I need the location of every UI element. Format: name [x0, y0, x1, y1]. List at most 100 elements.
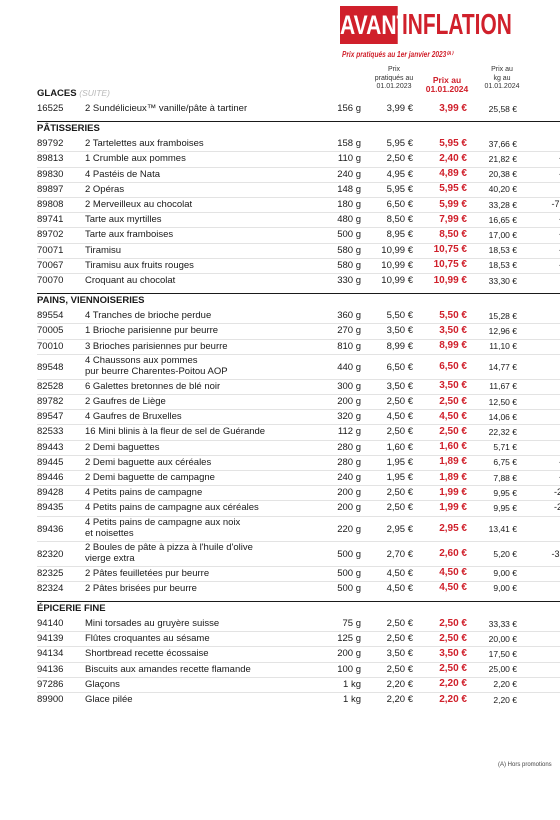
price-variation: 0 [537, 694, 560, 704]
price-2023: 2,50 € [386, 153, 413, 165]
price-per-kg: 33,28 € [488, 199, 517, 210]
table-row: 89792 2 Tartelettes aux framboises 158 g 5,… [37, 137, 560, 152]
product-code: 89554 [37, 310, 64, 322]
product-code: 70070 [37, 275, 64, 286]
price-2024: 10,75 € [433, 259, 467, 271]
price-variation: 0 [537, 618, 560, 628]
table-row: 89741 Tarte aux myrtilles 480 g 8,50 € 7,99 … [37, 213, 560, 228]
price-2024: 2,20 € [439, 678, 467, 690]
price-2023: 8,99 € [386, 340, 413, 352]
row-divider [37, 378, 560, 380]
price-per-kg: 11,67 € [489, 381, 517, 392]
product-code: 89702 [37, 229, 64, 241]
product-name: 2 Tartelettes aux framboises [85, 138, 204, 150]
section-title-text: PAINS, VIENNOISERIES [37, 295, 145, 307]
price-2024: 5,50 € [439, 309, 467, 321]
price-variation: -20 [553, 487, 560, 498]
product-code: 89897 [37, 183, 64, 195]
product-weight: 240 g [337, 472, 361, 483]
product-weight: 270 g [337, 325, 361, 337]
price-variation: 0 [537, 442, 560, 452]
product-name-line2: pur beurre Charentes-Poitou AOP [85, 365, 228, 377]
product-weight: 112 g [337, 426, 361, 438]
product-name: 2 Gaufres de Liège [85, 396, 166, 407]
row-divider [37, 227, 560, 229]
product-name: 4 Petits pains de campagne [85, 487, 203, 499]
product-name: 2 Demi baguette aux céréales [85, 456, 212, 468]
table-row: 16525 2 Sundélicieux™ vanille/pâte à tart… [37, 102, 560, 117]
product-code: 89446 [37, 472, 64, 483]
price-variation: 0 [537, 103, 560, 113]
product-code: 82533 [37, 426, 64, 438]
row-divider [37, 676, 560, 678]
table-row: 89702 Tarte aux framboises 500 g 8,95 € 8,50… [37, 228, 560, 243]
price-variation: 0 [537, 310, 560, 320]
row-divider [37, 242, 560, 244]
price-2023: 2,70 € [386, 548, 413, 560]
section-title-text: ÉPICERIE FINE [37, 603, 106, 614]
price-per-kg: 5,71 € [493, 442, 517, 453]
price-2023: 5,50 € [386, 310, 413, 322]
product-name: 2 Demi baguette de campagne [85, 472, 215, 483]
row-divider [37, 515, 560, 517]
product-code: 94139 [37, 633, 64, 645]
price-2024: 2,40 € [439, 152, 467, 164]
footnote: (A) Hors promotions [498, 762, 552, 768]
price-per-kg: 2,20 € [493, 694, 517, 705]
price-2024: 10,99 € [433, 274, 467, 286]
table-row: 89435 4 Petits pains de campagne aux céré… [37, 501, 560, 516]
product-weight: 200 g [337, 648, 361, 660]
price-variation: 0 [537, 524, 560, 534]
row-divider [37, 500, 560, 502]
price-2023: 2,50 € [386, 633, 413, 645]
product-code: 16525 [37, 103, 64, 114]
price-2023: 10,99 € [381, 244, 413, 256]
product-weight: 200 g [337, 502, 361, 514]
price-variation: -3,5 [551, 548, 560, 559]
price-variation: 0 [537, 184, 560, 194]
price-variation: 0 [537, 381, 560, 391]
product-name: 2 Opéras [85, 183, 125, 195]
product-weight: 300 g [337, 380, 361, 392]
product-weight: 200 g [337, 396, 361, 407]
section-title-suffix: (SUITE) [79, 88, 110, 98]
product-code: 89548 [37, 361, 64, 373]
product-name: Tarte aux framboises [85, 229, 174, 241]
product-weight: 125 g [337, 633, 361, 645]
price-per-kg: 6,75 € [493, 457, 517, 468]
price-2023: 2,50 € [386, 487, 413, 499]
price-per-kg: 22,32 € [488, 426, 517, 437]
table-row: 89900 Glace pilée 1 kg 2,20 € 2,20 € 2,20 € 0 [37, 693, 560, 708]
product-name: 2 Pâtes feuilletées pur beurre [85, 567, 210, 579]
product-name: 16 Mini blinis à la fleur de sel de Guér… [85, 426, 266, 438]
product-name: 1 Brioche parisienne pur beurre [85, 325, 219, 337]
banner-subtitle: Prix pratiqués au 1er janvier 2023⁽ᴬ⁾ [342, 50, 453, 59]
price-2024: 5,95 € [439, 137, 467, 149]
price-per-kg: 16,65 € [488, 214, 517, 225]
product-code: 94134 [37, 648, 64, 660]
col-new-price-header: Prix au 01.01.2024 [425, 75, 469, 94]
price-2024: 2,50 € [439, 617, 467, 629]
product-weight: 580 g [337, 244, 361, 256]
product-name: Biscuits aux amandes recette flamande [85, 663, 251, 675]
table-row: 89830 4 Pastéis de Nata 240 g 4,95 € 4,89 € 2… [37, 168, 560, 183]
price-variation: 0 [537, 396, 560, 406]
product-code: 89443 [37, 441, 64, 453]
price-per-kg: 9,00 € [493, 583, 517, 594]
product-weight: 180 g [337, 199, 361, 210]
price-2023: 2,50 € [386, 502, 413, 514]
price-variation: 0 [537, 568, 560, 578]
product-name: 4 Chaussons aux pommes [85, 354, 198, 366]
price-2024: 10,75 € [433, 244, 467, 256]
row-divider [37, 409, 560, 411]
product-weight: 240 g [337, 168, 361, 180]
table-row: 82325 2 Pâtes feuilletées pur beurre 500 g… [37, 567, 560, 582]
product-code: 70010 [37, 340, 64, 352]
row-divider [37, 661, 560, 663]
price-per-kg: 25,00 € [488, 664, 517, 675]
row-divider [37, 692, 560, 693]
product-code: 70005 [37, 325, 64, 337]
price-2024: 4,50 € [439, 410, 467, 422]
product-name: 4 Pastéis de Nata [85, 168, 160, 180]
banner-inflation: INFLATION [402, 9, 512, 41]
